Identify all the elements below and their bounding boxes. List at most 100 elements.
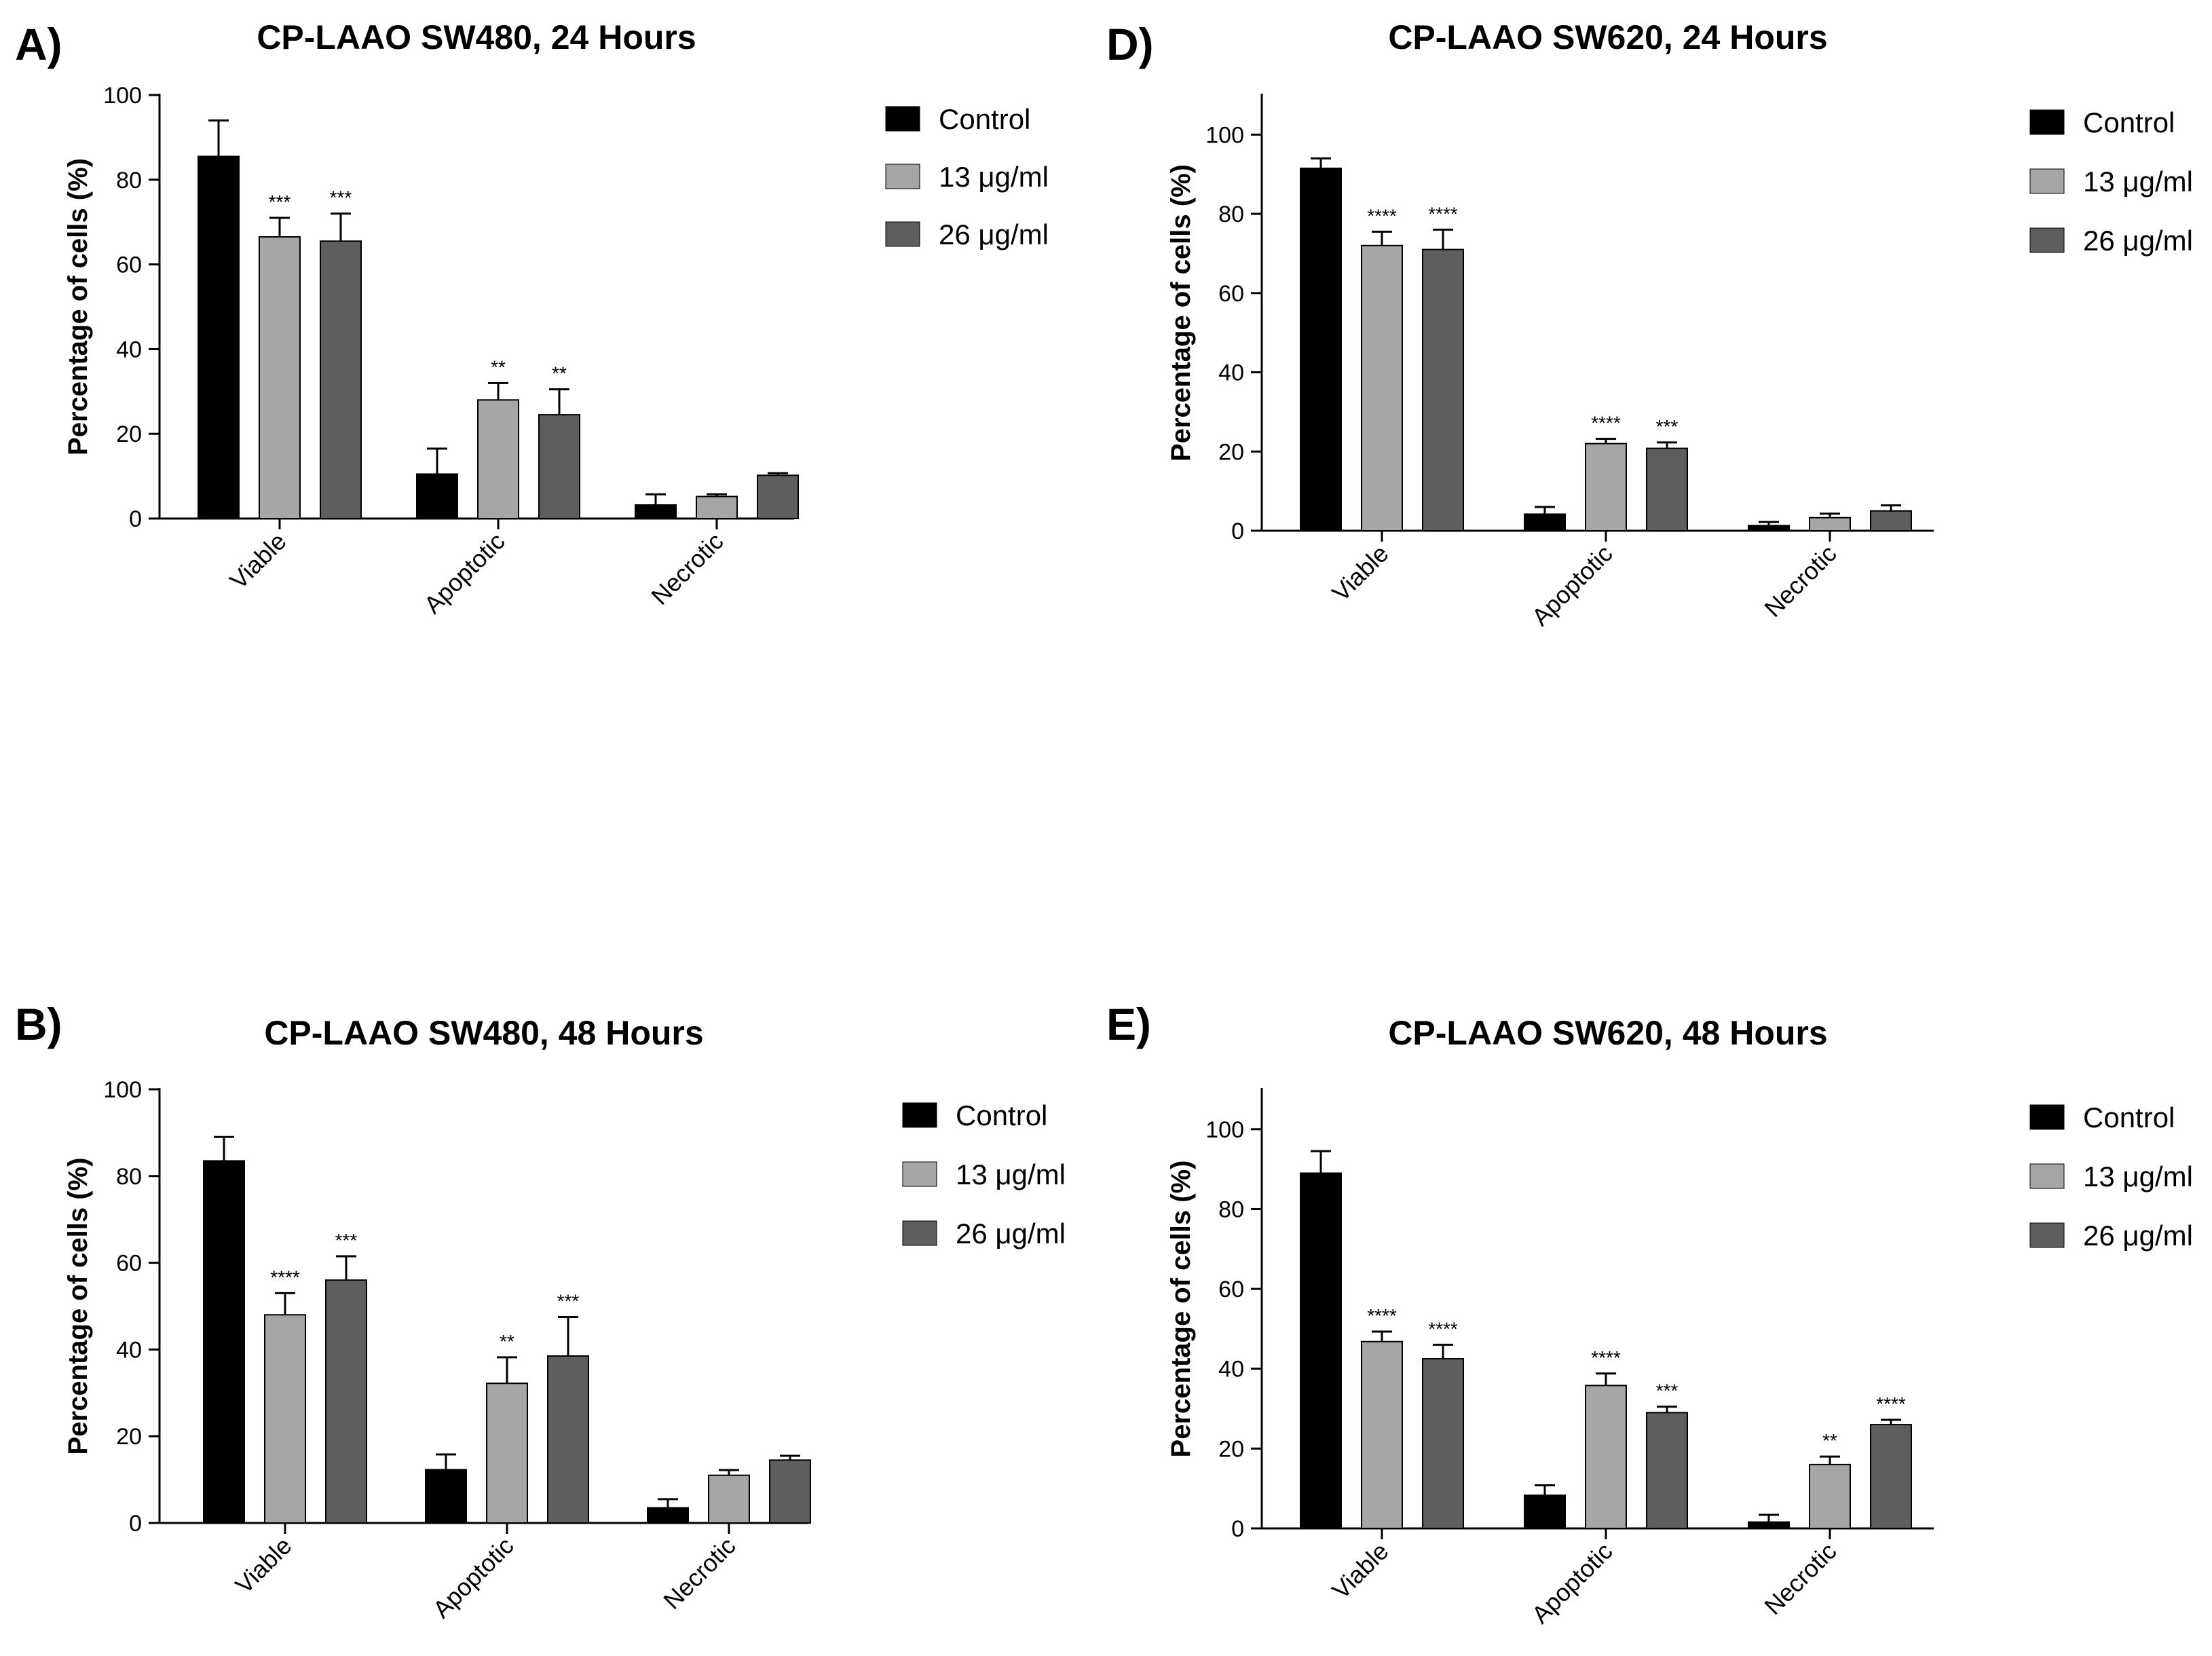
bar: [1748, 525, 1790, 531]
legend-swatch: [885, 164, 920, 189]
chart-svg: E) CP-LAAO SW620, 48 Hours 0 20 40 60 80 100 Per…: [1106, 999, 2193, 1629]
legend-label: 26 μg/ml: [2083, 225, 2193, 257]
category-label: Viable: [1326, 540, 1393, 607]
bar: [708, 1474, 750, 1524]
significance-label: ****: [1876, 1393, 1906, 1414]
bar: [1748, 1521, 1790, 1530]
y-tick-label: 20: [116, 421, 142, 447]
legend-swatch: [902, 1102, 937, 1128]
category-label: Necrotic: [645, 527, 728, 610]
legend-swatch: [2029, 227, 2065, 253]
bar: [320, 240, 362, 519]
legend-swatch: [902, 1161, 937, 1187]
significance-label: **: [500, 1331, 514, 1352]
bar: [1585, 1385, 1627, 1529]
legend-label: Control: [939, 103, 1030, 135]
y-tick-label: 20: [1218, 439, 1244, 465]
y-tick-label: 40: [1218, 1357, 1244, 1382]
bar: [647, 1507, 689, 1524]
legend-label: 26 μg/ml: [939, 219, 1049, 250]
legend-label: 13 μg/ml: [956, 1159, 1066, 1190]
bar: [1585, 443, 1627, 531]
bar: [477, 399, 519, 520]
y-tick-label: 60: [116, 1251, 142, 1277]
bar: [757, 474, 799, 519]
significance-label: ****: [1428, 203, 1458, 224]
panel-label: B): [15, 999, 62, 1049]
significance-label: **: [1822, 1430, 1837, 1451]
bar: [416, 473, 458, 519]
category-label: Necrotic: [1759, 540, 1841, 622]
significance-label: ***: [335, 1230, 358, 1251]
y-tick-label: 80: [1218, 202, 1244, 227]
legend-label: 26 μg/ml: [956, 1218, 1066, 1249]
y-axis-label: Percentage of cells (%): [63, 158, 93, 455]
legend-label: 13 μg/ml: [2083, 1161, 2193, 1192]
bar: [1422, 248, 1464, 531]
panel-label: A): [15, 19, 62, 69]
bar: [635, 504, 677, 519]
panel-d: D) CP-LAAO SW620, 24 Hours 0 20 40 60 80 100 Per…: [1106, 0, 2211, 828]
bar: [1646, 1412, 1688, 1529]
y-tick-label: 20: [1218, 1436, 1244, 1462]
bar: [1361, 1340, 1403, 1529]
legend-swatch: [2029, 168, 2065, 194]
y-axis-label: Percentage of cells (%): [1166, 164, 1196, 462]
legend-swatch: [885, 221, 920, 247]
y-tick-label: 100: [103, 1077, 142, 1103]
bar: [1524, 513, 1566, 531]
significance-label: ****: [270, 1266, 300, 1287]
y-tick-label: 40: [116, 1337, 142, 1363]
y-axis-label: Percentage of cells (%): [63, 1158, 93, 1455]
category-label: Apoptotic: [419, 527, 510, 619]
bar: [696, 495, 738, 519]
y-tick-label: 0: [1231, 519, 1244, 544]
significance-label: ****: [1591, 413, 1621, 434]
bar: [1422, 1358, 1464, 1529]
category-label: Viable: [1326, 1537, 1393, 1604]
y-tick-label: 40: [116, 337, 142, 362]
legend-label: Control: [956, 1099, 1047, 1131]
chart-svg: D) CP-LAAO SW620, 24 Hours 0 20 40 60 80 100 Per…: [1106, 18, 2193, 631]
category-label: Apoptotic: [1526, 540, 1618, 631]
legend-swatch: [2029, 1222, 2065, 1248]
significance-label: ***: [1656, 1380, 1679, 1401]
significance-label: **: [552, 363, 567, 384]
bar: [1300, 1172, 1342, 1529]
legend-label: 26 μg/ml: [2083, 1220, 2193, 1252]
category-label: Viable: [224, 527, 291, 595]
legend-label: Control: [2083, 1102, 2175, 1133]
legend-label: 13 μg/ml: [2083, 166, 2193, 197]
bar: [1524, 1494, 1566, 1529]
bar: [325, 1279, 367, 1524]
y-tick-label: 0: [129, 506, 142, 532]
y-tick-label: 40: [1218, 360, 1244, 386]
panel-label: D): [1106, 19, 1154, 69]
bar: [1870, 510, 1912, 531]
bar: [1361, 244, 1403, 531]
bar: [264, 1314, 306, 1524]
legend-label: Control: [2083, 107, 2175, 138]
y-tick-label: 60: [1218, 281, 1244, 307]
bar: [1646, 447, 1688, 531]
chart-title: CP-LAAO SW480, 48 Hours: [264, 1014, 703, 1052]
y-tick-label: 100: [103, 83, 142, 109]
significance-label: ***: [1656, 416, 1679, 437]
legend-swatch: [902, 1220, 937, 1246]
category-label: Apoptotic: [1526, 1537, 1618, 1629]
bar: [1300, 167, 1342, 532]
bar: [1809, 516, 1851, 531]
category-label: Necrotic: [1759, 1537, 1841, 1620]
y-tick-label: 100: [1205, 1117, 1244, 1143]
y-tick-label: 80: [116, 1164, 142, 1190]
bar: [259, 236, 301, 519]
significance-label: ****: [1367, 205, 1397, 226]
y-tick-label: 0: [1231, 1516, 1244, 1542]
significance-label: ****: [1591, 1347, 1621, 1368]
bar: [538, 414, 580, 519]
legend-swatch: [2029, 109, 2065, 135]
y-tick-label: 60: [116, 252, 142, 278]
panel-label: E): [1106, 999, 1151, 1049]
chart-title: CP-LAAO SW620, 48 Hours: [1388, 1014, 1827, 1052]
significance-label: ***: [269, 191, 291, 212]
